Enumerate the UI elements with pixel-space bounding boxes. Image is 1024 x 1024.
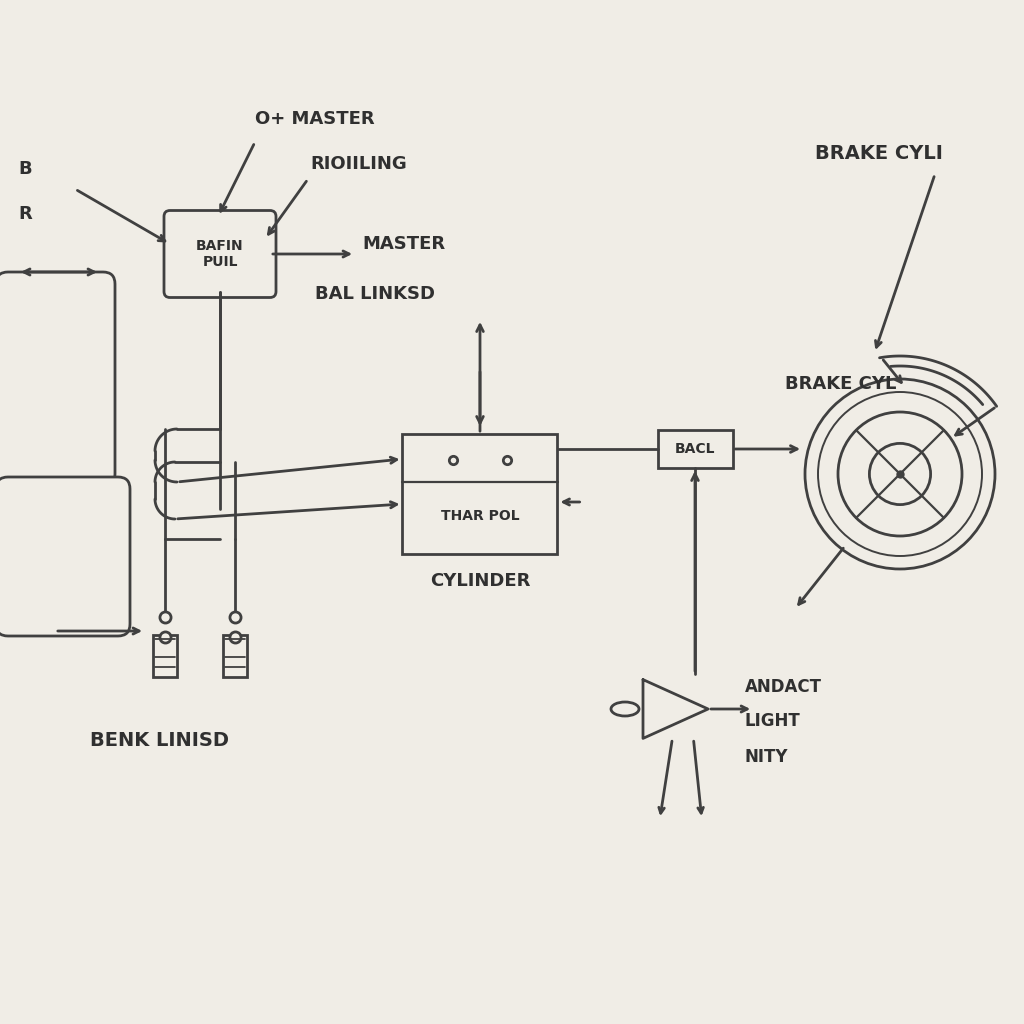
Text: O+ MASTER: O+ MASTER (255, 110, 375, 128)
FancyBboxPatch shape (0, 272, 115, 486)
Text: NITY: NITY (745, 748, 788, 766)
Text: BRAKE CYL: BRAKE CYL (785, 375, 896, 393)
Text: R: R (18, 205, 32, 223)
Text: RIOIILING: RIOIILING (310, 155, 407, 173)
Bar (223, 635, 247, 677)
Bar (402, 434, 557, 554)
Text: BACL: BACL (675, 442, 715, 456)
Text: CYLINDER: CYLINDER (430, 572, 530, 590)
Text: LIGHT: LIGHT (745, 712, 801, 730)
Text: BRAKE CYLI: BRAKE CYLI (815, 144, 943, 163)
Bar (153, 635, 177, 677)
FancyBboxPatch shape (0, 477, 130, 636)
Text: BAFIN
PUIL: BAFIN PUIL (197, 239, 244, 269)
Text: B: B (18, 160, 32, 178)
Text: ANDACT: ANDACT (745, 678, 822, 696)
Text: BENK LINISD: BENK LINISD (90, 731, 229, 750)
Text: THAR POL: THAR POL (440, 509, 519, 523)
Bar (657, 430, 732, 468)
Text: BAL LINKSD: BAL LINKSD (315, 285, 435, 303)
FancyBboxPatch shape (164, 211, 276, 298)
Text: MASTER: MASTER (362, 234, 445, 253)
